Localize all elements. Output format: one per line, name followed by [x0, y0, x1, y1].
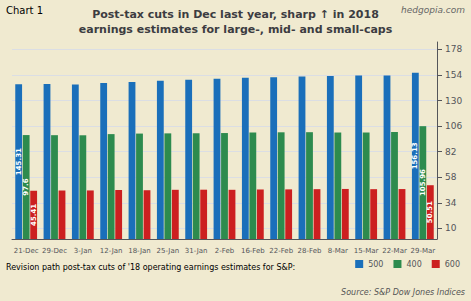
svg-text:16-Feb: 16-Feb: [241, 247, 265, 255]
svg-text:22-Feb: 22-Feb: [269, 247, 293, 255]
svg-text:45.41: 45.41: [30, 204, 38, 226]
svg-text:97.6: 97.6: [22, 178, 30, 195]
svg-text:10: 10: [445, 223, 457, 233]
svg-text:156.13: 156.13: [411, 142, 419, 169]
svg-text:105.96: 105.96: [419, 169, 427, 196]
svg-text:21-Dec: 21-Dec: [14, 247, 39, 255]
svg-text:28-Feb: 28-Feb: [298, 247, 322, 255]
svg-text:earnings estimates for large-,: earnings estimates for large-, mid- and …: [79, 23, 393, 36]
svg-text:178: 178: [445, 44, 462, 54]
svg-text:Chart 1: Chart 1: [6, 5, 43, 16]
svg-text:22-Mar: 22-Mar: [382, 247, 407, 255]
svg-text:8-Mar: 8-Mar: [328, 247, 348, 255]
svg-text:29-Dec: 29-Dec: [42, 247, 67, 255]
svg-text:2-Feb: 2-Feb: [215, 247, 235, 255]
svg-text:18-Jan: 18-Jan: [128, 247, 151, 255]
svg-text:15-Mar: 15-Mar: [354, 247, 379, 255]
svg-text:500: 500: [368, 260, 383, 269]
svg-text:50.51: 50.51: [426, 201, 434, 223]
svg-text:31-Jan: 31-Jan: [185, 247, 208, 255]
svg-text:3-Jan: 3-Jan: [74, 247, 92, 255]
svg-text:34: 34: [445, 198, 457, 208]
svg-text:29-Mar: 29-Mar: [411, 247, 436, 255]
svg-text:25-Jan: 25-Jan: [157, 247, 180, 255]
svg-text:Source: S&P Dow Jones Indices: Source: S&P Dow Jones Indices: [341, 288, 465, 297]
svg-text:82: 82: [445, 147, 456, 157]
svg-text:145.31: 145.31: [15, 148, 23, 175]
svg-text:Revision path post-tax cuts of: Revision path post-tax cuts of '18 opera…: [6, 263, 295, 272]
svg-text:130: 130: [445, 96, 462, 106]
svg-text:400: 400: [406, 260, 421, 269]
svg-text:58: 58: [445, 172, 457, 182]
svg-text:154: 154: [445, 70, 462, 80]
svg-text:600: 600: [445, 260, 460, 269]
svg-text:Post-tax cuts in Dec last year: Post-tax cuts in Dec last year, sharp ↑ …: [92, 8, 379, 21]
svg-text:hedgopia.com: hedgopia.com: [401, 5, 465, 15]
svg-text:12-Jan: 12-Jan: [100, 247, 123, 255]
svg-text:106: 106: [445, 121, 462, 131]
